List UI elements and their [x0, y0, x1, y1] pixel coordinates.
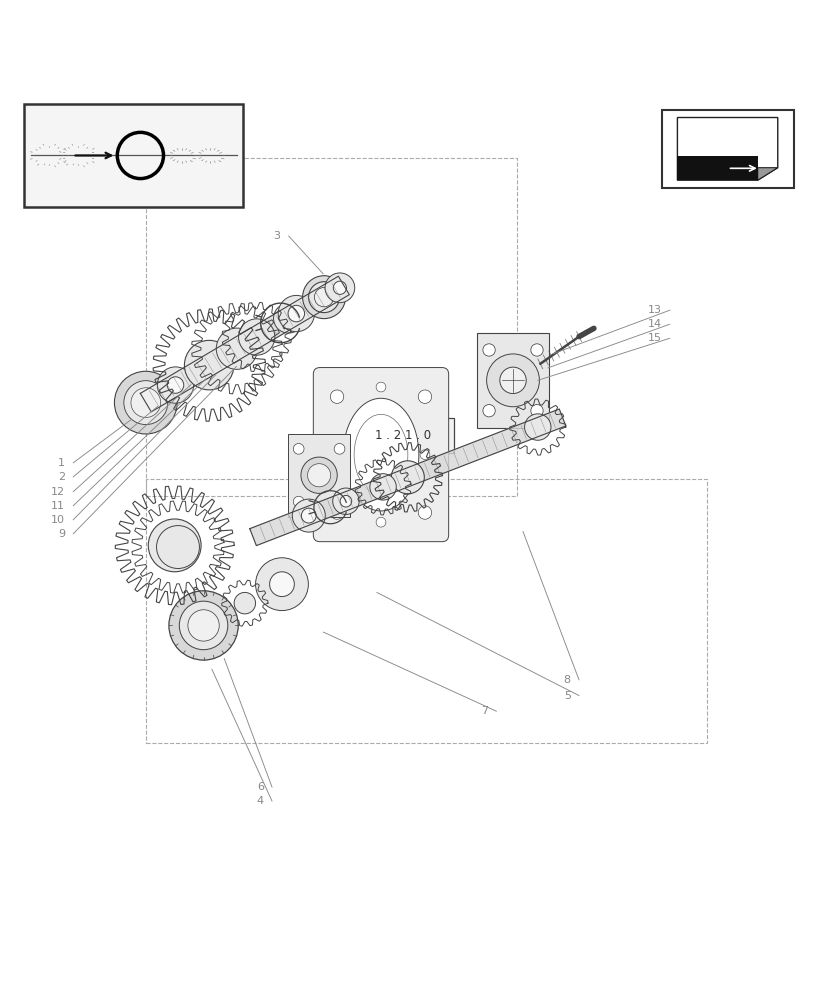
- Text: 12: 12: [50, 487, 65, 497]
- Circle shape: [332, 450, 342, 459]
- Text: 10: 10: [51, 515, 65, 525]
- Text: 6: 6: [256, 782, 264, 792]
- Circle shape: [188, 610, 219, 641]
- Text: 14: 14: [647, 319, 661, 329]
- Circle shape: [292, 499, 325, 532]
- Circle shape: [375, 382, 385, 392]
- Circle shape: [281, 312, 294, 325]
- Circle shape: [340, 495, 351, 507]
- Circle shape: [278, 295, 314, 332]
- Circle shape: [370, 474, 396, 500]
- Circle shape: [334, 496, 345, 507]
- Text: 13: 13: [647, 305, 661, 315]
- Circle shape: [270, 572, 294, 597]
- Circle shape: [308, 282, 339, 313]
- Circle shape: [375, 517, 385, 527]
- Text: 1 . 2 1 . 0: 1 . 2 1 . 0: [375, 429, 431, 442]
- Circle shape: [500, 367, 526, 394]
- Circle shape: [124, 381, 168, 425]
- Circle shape: [332, 488, 359, 514]
- Circle shape: [167, 377, 184, 393]
- Circle shape: [114, 371, 177, 434]
- Circle shape: [293, 443, 304, 454]
- Bar: [476, 333, 548, 428]
- Circle shape: [391, 461, 423, 494]
- Bar: [25, 104, 243, 207]
- Circle shape: [307, 464, 330, 487]
- Circle shape: [325, 273, 354, 303]
- Circle shape: [300, 457, 337, 493]
- Circle shape: [169, 591, 238, 660]
- Text: 7: 7: [480, 706, 488, 716]
- Text: 15: 15: [647, 333, 661, 343]
- Circle shape: [256, 558, 308, 611]
- Bar: [146, 158, 517, 496]
- Circle shape: [500, 367, 526, 394]
- Circle shape: [530, 344, 543, 356]
- Circle shape: [148, 519, 201, 572]
- Circle shape: [273, 303, 303, 333]
- Bar: [146, 479, 706, 743]
- Circle shape: [184, 340, 234, 390]
- Circle shape: [482, 405, 495, 417]
- Polygon shape: [676, 118, 777, 180]
- Polygon shape: [140, 276, 349, 412]
- Polygon shape: [676, 156, 757, 180]
- Circle shape: [418, 390, 431, 403]
- Circle shape: [333, 281, 346, 294]
- Circle shape: [131, 388, 160, 417]
- Circle shape: [157, 367, 194, 403]
- Text: 5: 5: [563, 691, 570, 701]
- Text: 1: 1: [58, 458, 65, 468]
- Text: 2: 2: [58, 472, 65, 482]
- Polygon shape: [757, 168, 777, 180]
- Circle shape: [179, 601, 227, 650]
- Circle shape: [330, 506, 343, 519]
- Circle shape: [418, 506, 431, 519]
- Circle shape: [234, 592, 256, 614]
- Circle shape: [419, 450, 429, 459]
- Circle shape: [238, 319, 275, 355]
- Circle shape: [482, 344, 495, 356]
- Text: 9: 9: [58, 529, 65, 539]
- FancyBboxPatch shape: [352, 418, 453, 453]
- Circle shape: [293, 496, 304, 507]
- Text: 3: 3: [273, 231, 280, 241]
- Circle shape: [314, 288, 333, 307]
- Text: 8: 8: [563, 675, 570, 685]
- Circle shape: [302, 276, 345, 319]
- Circle shape: [524, 414, 550, 440]
- Bar: [288, 434, 350, 517]
- Text: 4: 4: [256, 796, 264, 806]
- Circle shape: [486, 354, 538, 407]
- Circle shape: [216, 328, 257, 369]
- Polygon shape: [250, 409, 565, 546]
- Text: 11: 11: [51, 501, 65, 511]
- Circle shape: [156, 526, 199, 568]
- Circle shape: [288, 305, 304, 322]
- Circle shape: [530, 405, 543, 417]
- Ellipse shape: [342, 398, 418, 511]
- Circle shape: [330, 390, 343, 403]
- Bar: [661, 110, 792, 188]
- Circle shape: [334, 443, 345, 454]
- Circle shape: [491, 359, 533, 401]
- FancyBboxPatch shape: [313, 368, 448, 542]
- Circle shape: [301, 508, 316, 523]
